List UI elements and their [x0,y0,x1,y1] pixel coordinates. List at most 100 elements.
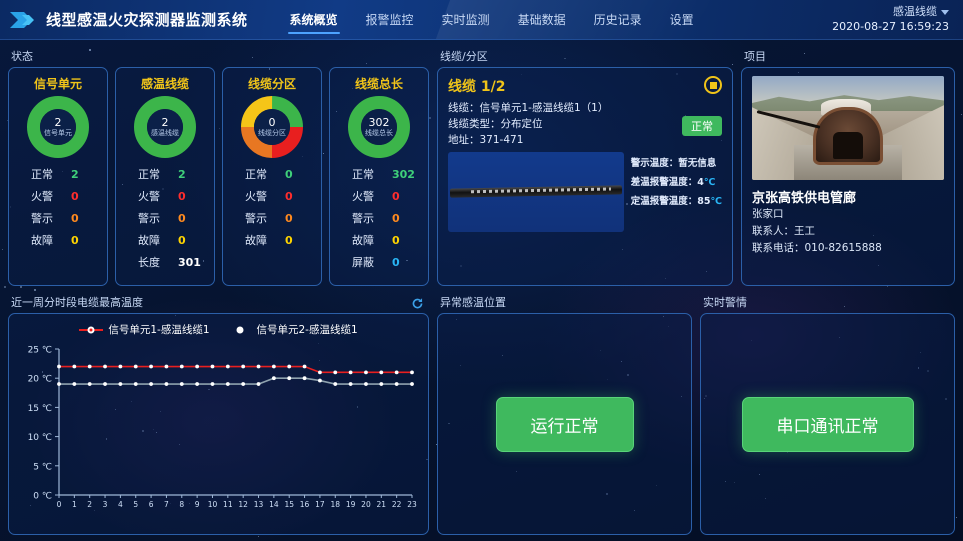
cable-body: 正常 警示温度：暂无信息 差温报警温度：4℃ 定温报警温度：85℃ [448,152,722,232]
stat-value: 0 [178,212,186,225]
stat-row-fire: 火警 0 [352,188,428,204]
cable-section: 线缆/分区 线缆 1/2 线缆：信号单元1-感温线缆1（1） 线缆类型：分布定位… [437,46,733,286]
stat-label: 故障 [31,232,65,248]
stat-row-length: 长度 301 [138,254,214,270]
stat-value: 2 [71,168,79,181]
serial-status-button[interactable]: 串口通讯正常 [742,397,914,452]
stat-label: 正常 [352,166,386,182]
card-title: 线缆分区 [248,75,296,92]
current-datetime: 2020-08-27 16:59:23 [832,20,949,35]
donut-center: 0 线缆分区 [254,109,290,145]
stat-label: 火警 [31,188,65,204]
stat-label: 警示 [352,210,386,226]
svg-text:10: 10 [208,500,218,509]
record-stop-icon[interactable] [704,76,722,94]
refresh-icon[interactable] [411,297,424,310]
svg-text:19: 19 [346,500,356,509]
svg-text:3: 3 [103,500,108,509]
alarm-section-label: 实时警情 [703,294,955,310]
tunnel-boring-machine-photo [752,76,944,180]
stat-label: 警示 [138,210,172,226]
project-location: 张家口 [752,206,944,223]
warning-temp-value: 暂无信息 [678,158,716,169]
logo [0,10,46,30]
nav-item-realtime-monitor[interactable]: 实时监测 [428,0,504,39]
cable-right-column: 正常 警示温度：暂无信息 差温报警温度：4℃ 定温报警温度：85℃ [624,152,722,232]
status-card-total-length[interactable]: 线缆总长 302 线缆总长 正常 302 [329,67,429,286]
stat-row-warning: 警示 0 [138,210,214,226]
stat-row-warning: 警示 0 [31,210,107,226]
donut-value: 2 [55,117,62,129]
donut-label: 感温线缆 [151,129,179,138]
svg-text:9: 9 [195,500,200,509]
legend-item-series-1[interactable]: 信号单元1-感温线缆1 [79,322,209,337]
svg-text:20 ℃: 20 ℃ [28,375,52,385]
donut-value: 0 [269,117,276,129]
cable-type-line: 线缆类型：分布定位 [448,116,722,132]
project-section: 项目 京张高铁供电管廊 张家口 联系人：王工 联系电话：010-82615888 [741,46,955,286]
svg-text:7: 7 [164,500,169,509]
project-contact: 联系人：王工 [752,223,944,240]
donut-label: 线缆总长 [365,129,393,138]
stat-row-warning: 警示 0 [352,210,428,226]
stat-value: 301 [178,256,201,269]
stat-row-normal: 正常 2 [138,166,214,182]
card-title: 感温线缆 [141,75,189,92]
stat-value: 0 [178,234,186,247]
stat-row-fire: 火警 0 [138,188,214,204]
stat-row-fault: 故障 0 [31,232,107,248]
stat-label: 火警 [245,188,279,204]
abnormal-section-label: 异常感温位置 [440,294,692,310]
stat-row-fire: 火警 0 [31,188,107,204]
nav-item-overview[interactable]: 系统概览 [276,0,352,39]
stat-value: 0 [71,190,79,203]
header-right: 感温线缆 2020-08-27 16:59:23 [832,5,949,35]
card-stat-rows: 正常 2 火警 0 警示 0 故障 0 [9,166,107,254]
cable-photo [448,152,624,232]
svg-text:1: 1 [72,500,77,509]
legend-item-series-2[interactable]: 信号单元2-感温线缆1 [228,322,358,337]
stat-value: 302 [392,168,415,181]
nav-item-history[interactable]: 历史记录 [580,0,656,39]
svg-text:0: 0 [57,500,62,509]
stat-value: 0 [392,256,400,269]
svg-text:25 ℃: 25 ℃ [28,346,52,356]
stat-label: 警示 [31,210,65,226]
stat-label: 警示 [245,210,279,226]
running-status-button[interactable]: 运行正常 [496,397,634,452]
device-type-select[interactable]: 感温线缆 [832,5,949,20]
stat-label: 火警 [352,188,386,204]
svg-text:15: 15 [284,500,294,509]
diff-temp-line: 差温报警温度：4℃ [631,173,722,192]
stat-value: 0 [285,168,293,181]
status-card-list: 信号单元 2 信号单元 正常 2 [8,67,429,286]
nav-item-settings[interactable]: 设置 [656,0,708,39]
abnormal-section: 异常感温位置 运行正常 [437,292,692,535]
legend-marker-white [228,329,252,331]
warning-temp-line: 警示温度：暂无信息 [631,154,722,173]
project-panel: 京张高铁供电管廊 张家口 联系人：王工 联系电话：010-82615888 [741,67,955,286]
status-card-signal-unit[interactable]: 信号单元 2 信号单元 正常 2 [8,67,108,286]
donut-value: 302 [369,117,390,129]
line-chart-svg: 0 ℃5 ℃10 ℃15 ℃20 ℃25 ℃0 1 2 3 4 5 6 7 8 9 10 11 12 13… [15,339,424,517]
stat-value: 0 [178,190,186,203]
fixed-temp-unit: ℃ [710,196,722,207]
device-type-label: 感温线缆 [893,5,937,20]
stat-label: 故障 [352,232,386,248]
donut-chart: 0 线缆分区 [241,96,303,158]
stat-row-normal: 正常 302 [352,166,428,182]
stat-row-fault: 故障 0 [352,232,428,248]
status-section-label: 状态 [11,48,429,64]
stat-row-fire: 火警 0 [245,188,321,204]
donut-chart: 2 信号单元 [27,96,89,158]
svg-text:2: 2 [87,500,92,509]
stat-row-warning: 警示 0 [245,210,321,226]
cable-meta: 线缆：信号单元1-感温线缆1（1） 线缆类型：分布定位 地址：371-471 [448,100,722,148]
diff-temp-value: 4 [697,177,704,188]
svg-text:4: 4 [118,500,123,509]
nav-item-alarm-monitor[interactable]: 报警监控 [352,0,428,39]
svg-text:0 ℃: 0 ℃ [33,492,52,502]
status-card-cable-zone[interactable]: 线缆分区 0 线缆分区 [222,67,322,286]
status-card-temp-cable[interactable]: 感温线缆 2 感温线缆 正常 2 [115,67,215,286]
nav-item-basic-data[interactable]: 基础数据 [504,0,580,39]
